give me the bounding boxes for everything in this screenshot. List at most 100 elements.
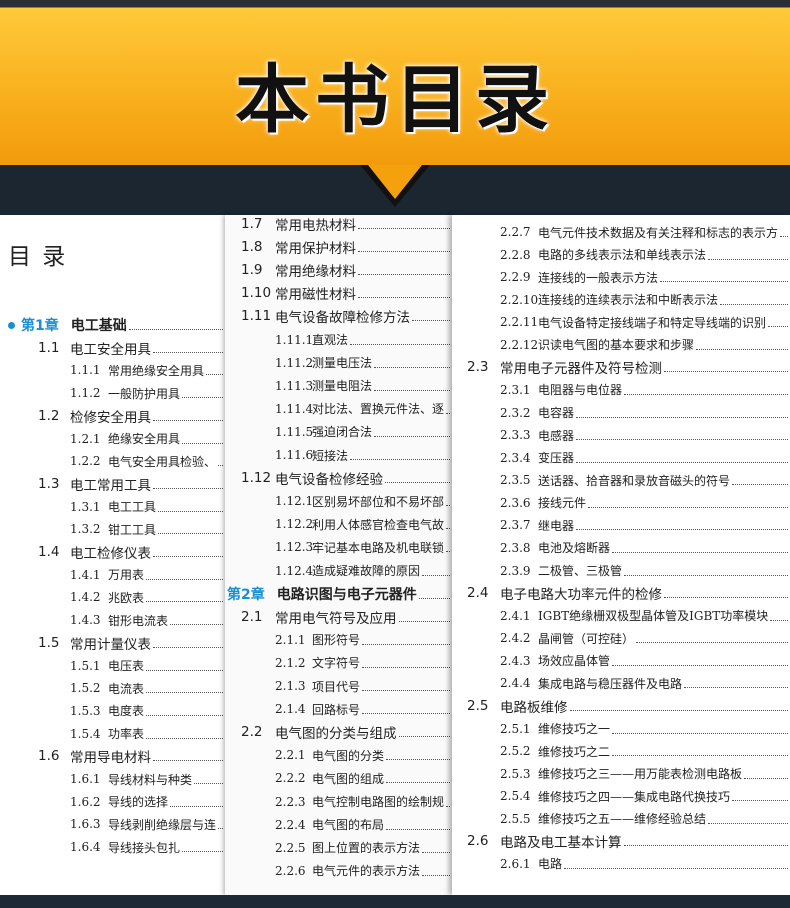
entry-number: 1.8 <box>241 239 263 256</box>
toc-entry: 2.4 电子电路大功率元件的检修 <box>467 583 790 603</box>
toc-entry: 1.6.2 导线的选择 <box>70 792 225 812</box>
banner: 本书目录 <box>0 0 790 165</box>
toc-entry: 1.11.5 强迫闭合法 <box>275 422 452 442</box>
dot-leader <box>362 681 450 691</box>
toc-entry: 2.1.3 项目代号 <box>275 676 452 696</box>
dot-leader <box>768 317 788 328</box>
entry-number: 1.12.2 <box>275 517 314 532</box>
entry-title: 维修技巧之一 <box>538 722 611 737</box>
entry-number: 2.1.1 <box>275 632 306 647</box>
entry-number: 2.2.12 <box>500 337 539 352</box>
entry-title: 维修技巧之五——维修经验总结 <box>538 812 707 827</box>
entry-number: 1.4.3 <box>70 613 101 628</box>
entry-number: 1.3.1 <box>70 499 101 514</box>
entry-number: 2.5 <box>467 697 489 714</box>
entry-title: 直观法 <box>312 333 349 347</box>
dot-leader <box>732 791 788 802</box>
dot-leader <box>218 456 223 467</box>
toc-entry: 2.2.12 识读电气图的基本要求和步骤 <box>500 335 790 355</box>
entry-title: 电气图的分类 <box>312 748 385 763</box>
toc-entry: 2.2.1 电气图的分类 <box>275 745 452 765</box>
entry-number: 1.11.3 <box>275 378 314 393</box>
entry-title: 电工工具 <box>108 500 157 515</box>
entry-title: 导线材料与种类 <box>108 772 193 787</box>
toc-entry: 2.2.6 电气元件的表示方法 <box>275 861 452 881</box>
entry-number: 2.4.3 <box>500 653 531 668</box>
toc-entry: 1.5.3 电度表 <box>70 701 225 721</box>
dot-leader <box>418 589 450 599</box>
entry-title: 导线剥削绝缘层与连 <box>108 817 217 832</box>
entry-number: 2.2.5 <box>275 840 306 855</box>
entry-title: 识读电气图的基本要求和步骤 <box>538 338 695 353</box>
dot-leader <box>153 547 223 557</box>
entry-number: 2.1.3 <box>275 679 306 693</box>
entry-number: 第2章 <box>227 586 265 603</box>
toc-entry: 1.12.4 造成疑难故障的原因 <box>275 561 452 581</box>
dot-leader <box>194 774 223 784</box>
entry-title: 造成疑难故障的原因 <box>312 564 421 578</box>
dot-leader <box>358 288 450 299</box>
toc-entry: 1.6.3 导线剥削绝缘层与连 <box>70 814 225 834</box>
entry-number: 1.11.5 <box>275 424 314 439</box>
entry-number: 2.4.2 <box>500 631 531 646</box>
entry-number: 1.2 <box>38 407 60 424</box>
entry-number: 1.9 <box>241 262 263 279</box>
entry-number: 2.5.4 <box>500 789 531 804</box>
dot-leader <box>576 430 788 441</box>
toc-entry: 2.4.4 集成电路与稳压器件及电路 <box>500 673 790 693</box>
dot-leader <box>182 434 223 444</box>
dot-leader <box>412 311 450 322</box>
entry-title: 送话器、拾音器和录放音磁头的符号 <box>538 473 731 488</box>
entry-title: 测量电压法 <box>312 356 373 371</box>
toc-entry: 2.3.4 变压器 <box>500 448 790 468</box>
toc-entry: 1.3 电工常用工具 <box>38 474 225 494</box>
dot-leader <box>612 543 788 553</box>
dot-leader <box>708 814 788 824</box>
entry-number: 2.2.9 <box>500 270 531 285</box>
entry-number: 1.11.2 <box>275 355 314 370</box>
toc-entry: 2.2.4 电气图的布局 <box>275 815 452 835</box>
dot-leader <box>664 588 788 599</box>
entry-title: 电气图的布局 <box>312 818 385 833</box>
toc-entry: 1.3.1 电工工具 <box>70 497 225 517</box>
entry-title: 电路板维修 <box>500 699 568 716</box>
toc-page: 2.2.7 电气元件技术数据及有关注释和标志的表示方 2.2.8 电路的多线表示法和单… <box>452 215 790 895</box>
entry-number: 1.3 <box>38 475 60 492</box>
entry-number: 1.6 <box>38 748 60 765</box>
entry-title: 电气元件的表示方法 <box>312 864 421 879</box>
entry-title: 电子电路大功率元件的检修 <box>500 587 662 604</box>
entry-number: 2.6 <box>467 833 489 850</box>
dot-leader <box>708 250 788 260</box>
entry-title: 利用人体感官检查电气故 <box>312 517 445 532</box>
entry-title: 电池及熔断器 <box>538 541 611 556</box>
toc-entry: 2.4.2 晶闸管（可控硅） <box>500 628 790 648</box>
dot-leader <box>386 773 450 784</box>
entry-title: 电气设备特定接线端子和特定导线端的识别 <box>538 315 767 330</box>
toc-entry: 1.4.3 钳形电流表 <box>70 610 225 630</box>
dot-leader <box>660 272 788 283</box>
entry-title: 兆欧表 <box>108 590 145 605</box>
entry-number: 2.6.1 <box>500 856 531 871</box>
entry-number: 1.11 <box>241 308 272 325</box>
entry-number: 2.2.11 <box>500 315 539 330</box>
toc-page: 1.7 常用电热材料 1.8 常用保护材料 1.9 常用绝缘材料 1.10 常用磁性材料 1.1… <box>225 215 452 895</box>
entry-number: 2.2.7 <box>500 225 531 239</box>
toc-entry: 2.2.5 图上位置的表示方法 <box>275 838 452 858</box>
toc-entry: 2.2.11 电气设备特定接线端子和特定导线端的识别 <box>500 312 790 332</box>
dot-leader <box>158 502 223 512</box>
toc-entry: 1.2 检修安全用具 <box>38 406 225 426</box>
dot-leader <box>146 729 223 739</box>
dot-leader <box>612 656 788 666</box>
entry-number: 1.11.1 <box>275 332 314 347</box>
dot-leader <box>374 358 450 368</box>
dot-leader <box>780 227 788 237</box>
dot-leader <box>623 836 788 847</box>
dot-leader <box>153 343 223 353</box>
toc-entry: 1.2.2 电气安全用具检验、 <box>70 451 225 471</box>
entry-title: 图上位置的表示方法 <box>312 841 421 856</box>
dot-leader <box>624 385 788 395</box>
entry-title: 电工基础 <box>70 318 127 334</box>
entry-title: 电流表 <box>108 681 145 696</box>
entry-number: 1.12 <box>241 470 272 487</box>
